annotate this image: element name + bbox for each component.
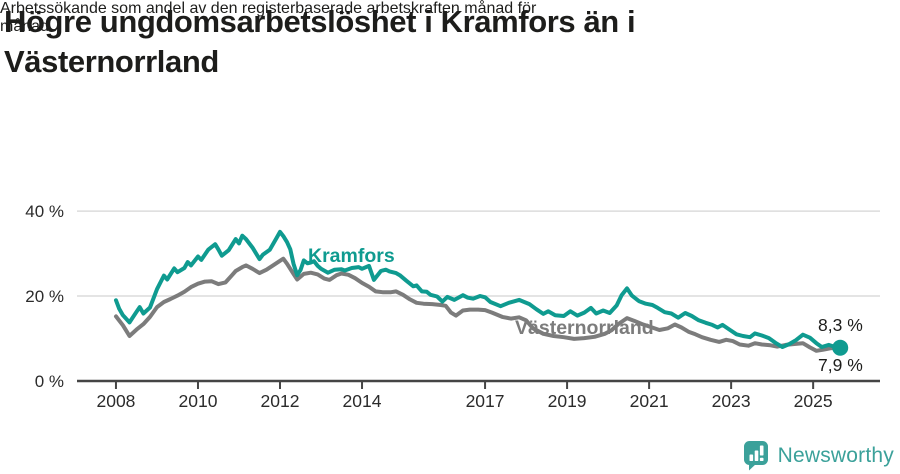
x-tick-label: 2010: [179, 391, 218, 411]
x-tick-label: 2019: [548, 391, 587, 411]
x-tick-label: 2008: [96, 391, 135, 411]
series-line-västernorrland: [114, 256, 843, 353]
newsworthy-logo[interactable]: Newsworthy: [743, 440, 894, 471]
chart-subtitle-line-2: månad.: [0, 18, 54, 35]
chart-title-line-1: Högre ungdomsarbetslöshet i Kramfors än …: [4, 4, 636, 39]
newsworthy-logo-text: Newsworthy: [777, 443, 894, 467]
y-tick-label: 0 %: [35, 372, 64, 391]
x-tick-label: 2012: [261, 391, 300, 411]
series-end-dot: [832, 339, 849, 356]
series-end-value-label: 8,3 %: [818, 315, 863, 335]
y-tick-label: 40 %: [25, 202, 64, 221]
series-label-västernorrland: Västernorrland: [515, 317, 654, 339]
series-end-value-label: 7,9 %: [818, 355, 863, 375]
x-tick-label: 2025: [794, 391, 833, 411]
y-tick-label: 20 %: [25, 287, 64, 306]
x-tick-label: 2023: [712, 391, 751, 411]
x-tick-label: 2014: [343, 391, 382, 411]
series-label-kramfors: Kramfors: [308, 245, 395, 267]
chart-subtitle-line-1: Arbetssökande som andel av den registerb…: [0, 0, 537, 17]
x-tick-label: 2017: [466, 391, 505, 411]
newsworthy-logo-icon: [743, 441, 768, 471]
chart-title: Högre ungdomsarbetslöshet i Kramfors än …: [4, 2, 636, 82]
chart-title-line-2: Västernorrland: [4, 44, 219, 79]
x-tick-label: 2021: [630, 391, 669, 411]
series-line-kramfors: [114, 229, 843, 349]
